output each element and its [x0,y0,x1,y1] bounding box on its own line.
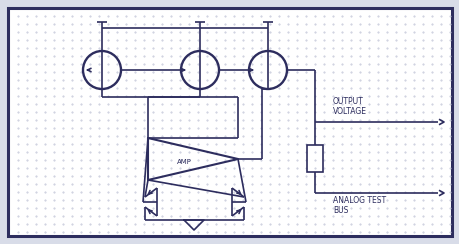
Text: OUTPUT
VOLTAGE: OUTPUT VOLTAGE [332,97,366,116]
Bar [306,145,322,172]
Text: ANALOG TEST
BUS: ANALOG TEST BUS [332,196,385,215]
Text: AMP: AMP [176,159,191,165]
FancyBboxPatch shape [8,8,451,236]
